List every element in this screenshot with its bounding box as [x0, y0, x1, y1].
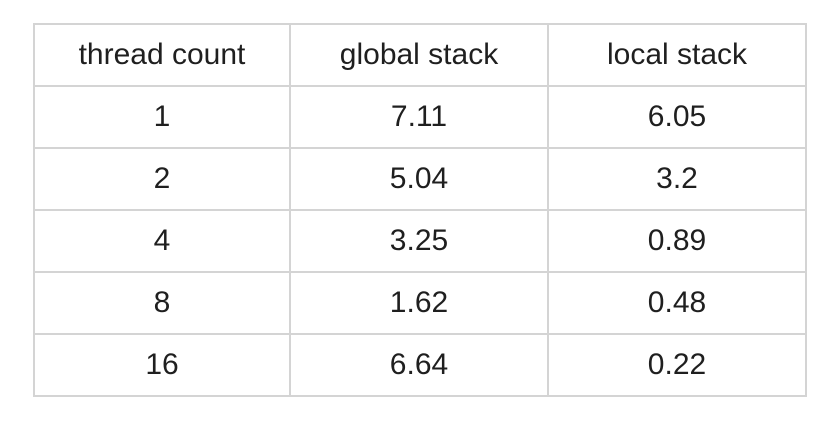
- table-row: 1 7.11 6.05: [33, 85, 807, 149]
- cell-thread-count: 1: [33, 85, 291, 149]
- table-row: 4 3.25 0.89: [33, 209, 807, 273]
- table-row: 8 1.62 0.48: [33, 271, 807, 335]
- cell-local-stack: 6.05: [547, 85, 807, 149]
- cell-thread-count: 4: [33, 209, 291, 273]
- cell-local-stack: 0.22: [547, 333, 807, 397]
- cell-thread-count: 8: [33, 271, 291, 335]
- cell-local-stack: 0.48: [547, 271, 807, 335]
- header-local-stack: local stack: [547, 23, 807, 87]
- cell-global-stack: 7.11: [289, 85, 549, 149]
- table-container: thread count global stack local stack 1 …: [33, 23, 807, 397]
- cell-local-stack: 3.2: [547, 147, 807, 211]
- header-global-stack: global stack: [289, 23, 549, 87]
- cell-global-stack: 1.62: [289, 271, 549, 335]
- table-row: 2 5.04 3.2: [33, 147, 807, 211]
- cell-local-stack: 0.89: [547, 209, 807, 273]
- data-table: thread count global stack local stack 1 …: [33, 23, 807, 397]
- table-row: 16 6.64 0.22: [33, 333, 807, 397]
- cell-global-stack: 3.25: [289, 209, 549, 273]
- cell-global-stack: 5.04: [289, 147, 549, 211]
- cell-thread-count: 16: [33, 333, 291, 397]
- header-thread-count: thread count: [33, 23, 291, 87]
- header-row: thread count global stack local stack: [33, 23, 807, 87]
- cell-thread-count: 2: [33, 147, 291, 211]
- cell-global-stack: 6.64: [289, 333, 549, 397]
